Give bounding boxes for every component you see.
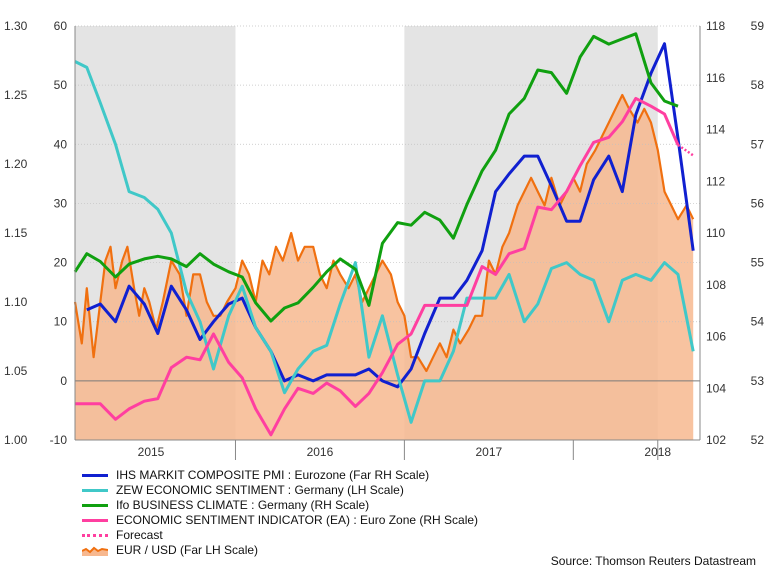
source-note: Source: Thomson Reuters Datastream xyxy=(550,554,756,568)
far-left-tick-label: 1.05 xyxy=(4,364,28,378)
far-right-tick-label: 53 xyxy=(751,374,765,388)
legend-label-eurusd: EUR / USD (Far LH Scale) xyxy=(116,543,259,557)
far-right-tick-label: 56 xyxy=(751,196,765,210)
chart: 1.00 1.05 1.10 1.15 1.20 1.25 1.30 -10 0 10 20 30 40… xyxy=(4,19,764,460)
far-right-tick-label: 59 xyxy=(751,19,765,33)
left-tick-label: 30 xyxy=(54,196,68,210)
far-left-tick-label: 1.10 xyxy=(4,295,28,309)
legend-label-zew: ZEW ECONOMIC SENTIMENT : Germany (LH Sca… xyxy=(116,483,404,497)
zew-line xyxy=(74,60,695,424)
right-tick-label: 106 xyxy=(706,330,726,344)
left-tick-label: -10 xyxy=(50,433,68,447)
far-right-tick-label: 57 xyxy=(751,137,765,151)
legend-item-esi: ECONOMIC SENTIMENT INDICATOR (EA) : Euro… xyxy=(82,513,478,528)
legend-item-ifo: Ifo BUSINESS CLIMATE : Germany (RH Scale… xyxy=(82,498,478,513)
axes: 1.00 1.05 1.10 1.15 1.20 1.25 1.30 -10 0 10 20 30 40… xyxy=(4,19,764,460)
legend-item-forecast: Forecast xyxy=(82,528,478,543)
legend-label-forecast: Forecast xyxy=(116,528,163,542)
legend-label-ifo: Ifo BUSINESS CLIMATE : Germany (RH Scale… xyxy=(116,498,370,512)
legend-swatch-zew xyxy=(82,489,108,492)
legend-label-esi: ECONOMIC SENTIMENT INDICATOR (EA) : Euro… xyxy=(116,513,479,527)
legend-swatch-forecast xyxy=(82,534,108,537)
x-tick-label: 2016 xyxy=(307,445,334,459)
far-right-tick-label: 54 xyxy=(751,315,765,329)
far-left-tick-label: 1.15 xyxy=(4,226,28,240)
left-tick-label: 60 xyxy=(54,19,68,33)
eurusd-area-layer xyxy=(75,95,694,440)
left-tick-label: 10 xyxy=(54,315,68,329)
right-tick-label: 112 xyxy=(706,174,725,188)
left-tick-label: 40 xyxy=(54,137,68,151)
far-left-tick-label: 1.30 xyxy=(4,19,28,33)
legend-swatch-ifo xyxy=(82,504,108,507)
right-tick-label: 116 xyxy=(706,71,725,85)
series-lines xyxy=(73,32,695,437)
right-tick-label: 114 xyxy=(706,123,725,137)
legend-swatch-pmi xyxy=(82,474,108,477)
x-tick-label: 2015 xyxy=(138,445,165,459)
legend-item-eurusd: EUR / USD (Far LH Scale) xyxy=(82,543,478,558)
right-tick-label: 118 xyxy=(706,19,725,33)
ifo-line xyxy=(73,32,679,323)
eurusd-area xyxy=(75,95,694,440)
right-tick-label: 102 xyxy=(706,433,726,447)
legend: IHS MARKIT COMPOSITE PMI : Eurozone (Far… xyxy=(82,468,478,558)
legend-label-pmi: IHS MARKIT COMPOSITE PMI : Eurozone (Far… xyxy=(116,468,430,482)
far-right-tick-label: 55 xyxy=(751,256,765,270)
far-left-tick-label: 1.20 xyxy=(4,157,28,171)
right-tick-label: 108 xyxy=(706,278,726,292)
far-left-tick-label: 1.00 xyxy=(4,433,28,447)
left-tick-label: 50 xyxy=(54,78,68,92)
right-tick-label: 110 xyxy=(706,226,725,240)
x-tick-label: 2018 xyxy=(644,445,671,459)
left-tick-label: 20 xyxy=(54,256,68,270)
far-right-tick-label: 58 xyxy=(751,78,765,92)
legend-swatch-esi xyxy=(82,519,108,522)
left-tick-label: 0 xyxy=(60,374,67,388)
right-tick-label: 104 xyxy=(706,381,726,395)
esi-line xyxy=(75,96,680,437)
legend-item-zew: ZEW ECONOMIC SENTIMENT : Germany (LH Sca… xyxy=(82,483,478,498)
forecast-line xyxy=(677,143,694,157)
pmi-line xyxy=(86,42,695,389)
legend-item-pmi: IHS MARKIT COMPOSITE PMI : Eurozone (Far… xyxy=(82,468,478,483)
x-tick-label: 2017 xyxy=(475,445,502,459)
far-left-tick-label: 1.25 xyxy=(4,88,28,102)
far-right-tick-label: 52 xyxy=(751,433,765,447)
legend-swatch-eurusd xyxy=(82,546,108,556)
